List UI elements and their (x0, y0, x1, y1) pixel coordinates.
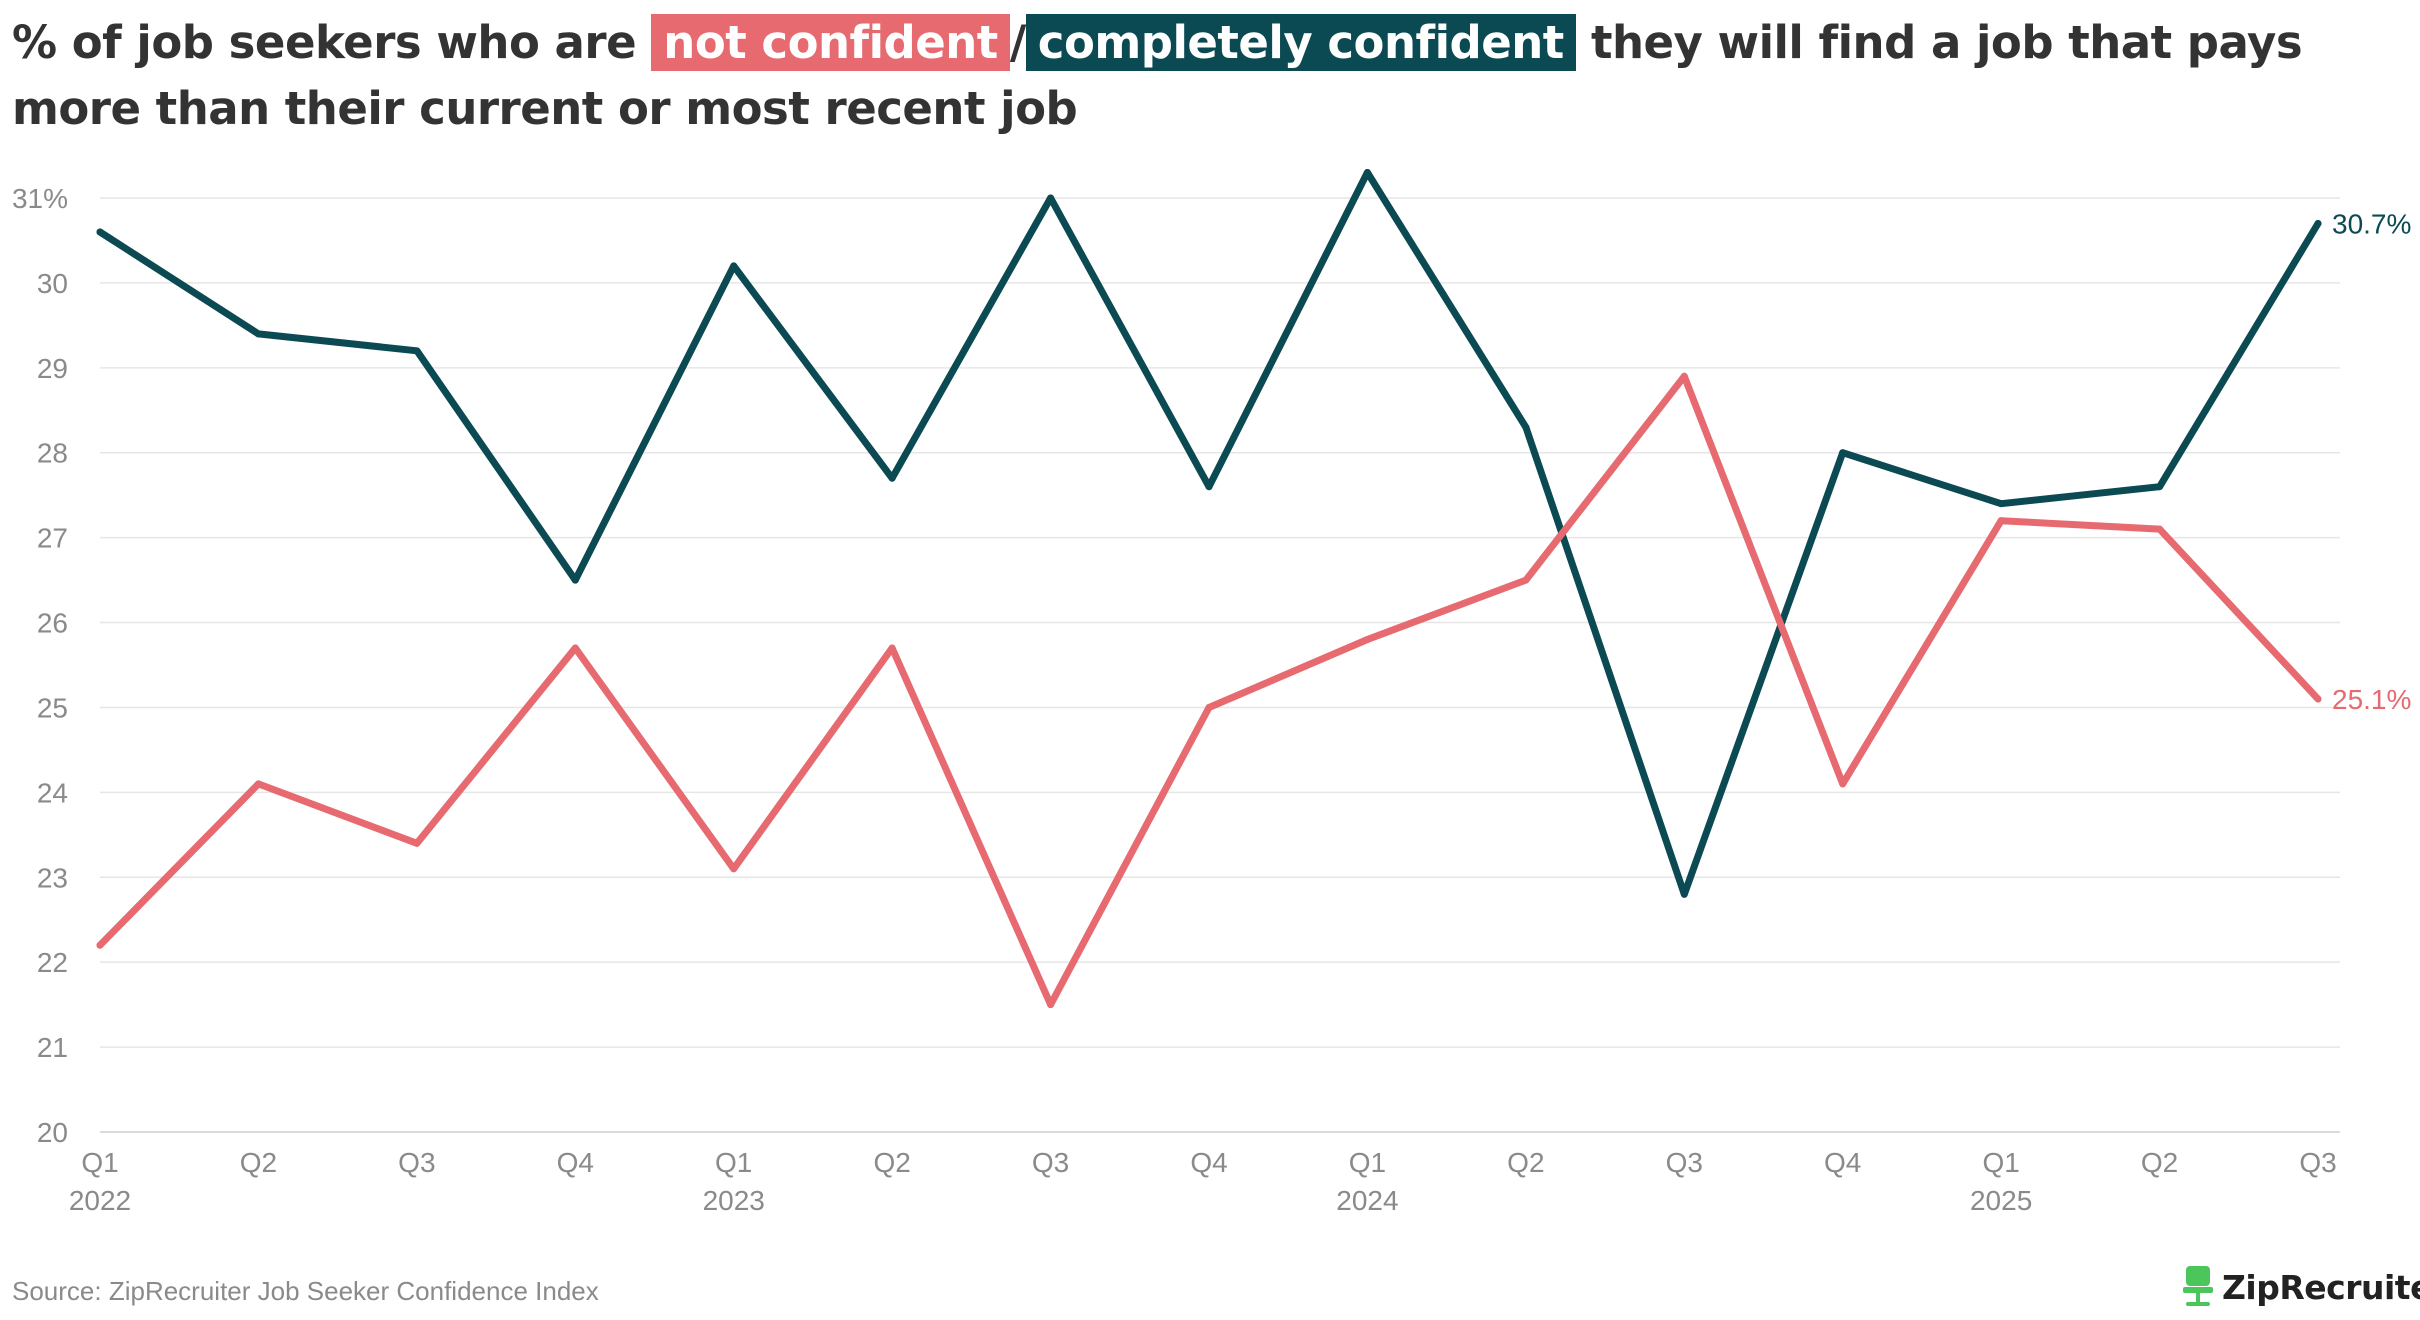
end-value-label: 25.1% (2332, 684, 2411, 715)
ziprecruiter-logo: ZipRecruiter® (2180, 1262, 2420, 1312)
x-tick-label: Q1 (715, 1147, 752, 1178)
data-point (413, 839, 421, 847)
data-point (1839, 780, 1847, 788)
data-point (1522, 423, 1530, 431)
data-point (2156, 483, 2164, 491)
data-point (1047, 194, 1055, 202)
source-note: Source: ZipRecruiter Job Seeker Confiden… (12, 1276, 599, 1306)
title-highlight-not-confident: not confident (651, 14, 1010, 71)
data-point (1205, 703, 1213, 711)
data-point (96, 228, 104, 236)
gridlines (100, 197, 2340, 1133)
data-point (1047, 1001, 1055, 1009)
data-point (730, 865, 738, 873)
data-point (1839, 449, 1847, 457)
title-separator: / (1009, 16, 1026, 69)
x-tick-label: Q1 (1982, 1147, 2019, 1178)
end-labels: 25.1% 30.7% (2332, 208, 2411, 714)
data-point (888, 474, 896, 482)
x-tick-label: Q4 (557, 1147, 594, 1178)
y-tick-label: 21 (37, 1032, 68, 1063)
logo-wordmark: ZipRecruiter (2222, 1267, 2420, 1307)
logo-text: ZipRecruiter® (2222, 1268, 2420, 1307)
title-prefix: % of job seekers who are (12, 16, 652, 69)
title-suffix: they will find a job that pays more than… (12, 16, 2303, 135)
x-year-label: 2024 (1336, 1185, 1398, 1216)
y-tick-label: 31% (12, 183, 68, 214)
y-axis-ticks: 20 21 22 23 24 25 26 27 28 29 30 31% (12, 183, 68, 1148)
data-point (1997, 517, 2005, 525)
x-tick-label: Q2 (2141, 1147, 2178, 1178)
y-tick-label: 27 (37, 523, 68, 554)
data-point (1680, 372, 1688, 380)
x-tick-label: Q4 (1824, 1147, 1861, 1178)
x-axis-ticks: Q1 2022 Q2 Q3 Q4 Q1 2023 Q2 Q3 Q4 Q1 2024 Q2 Q3 Q4 Q1 20… (69, 1147, 2337, 1216)
x-tick-label: Q3 (398, 1147, 435, 1178)
data-point (1680, 890, 1688, 898)
y-tick-label: 24 (37, 777, 68, 808)
data-point (730, 262, 738, 270)
chart-title: % of job seekers who are not confident / c… (12, 10, 2402, 142)
x-tick-label: Q1 (81, 1147, 118, 1178)
x-tick-label: Q3 (1666, 1147, 1703, 1178)
title-highlight-completely-confident: completely confident (1025, 14, 1576, 71)
y-tick-label: 22 (37, 947, 68, 978)
x-tick-label: Q3 (1032, 1147, 1069, 1178)
data-point (1997, 500, 2005, 508)
data-point (96, 941, 104, 949)
data-point (571, 644, 579, 652)
x-tick-label: Q4 (1190, 1147, 1227, 1178)
y-tick-label: 25 (37, 692, 68, 723)
data-point (571, 576, 579, 584)
x-tick-label: Q2 (240, 1147, 277, 1178)
chair-icon (2183, 1266, 2213, 1306)
y-tick-label: 30 (37, 268, 68, 299)
data-point (2156, 525, 2164, 533)
x-tick-label: Q2 (1507, 1147, 1544, 1178)
data-point (1363, 169, 1371, 177)
y-tick-label: 20 (37, 1117, 68, 1148)
x-year-label: 2022 (69, 1185, 131, 1216)
data-point (254, 330, 262, 338)
data-point (413, 347, 421, 355)
x-tick-label: Q1 (1349, 1147, 1386, 1178)
data-point (254, 780, 262, 788)
data-point (1205, 483, 1213, 491)
data-point (1522, 576, 1530, 584)
x-year-label: 2025 (1970, 1185, 2032, 1216)
x-tick-label: Q3 (2299, 1147, 2336, 1178)
data-point (888, 644, 896, 652)
x-tick-label: Q2 (873, 1147, 910, 1178)
end-value-label: 30.7% (2332, 208, 2411, 239)
y-tick-label: 23 (37, 862, 68, 893)
series-lines (96, 169, 2322, 1009)
x-year-label: 2023 (703, 1185, 765, 1216)
y-tick-label: 29 (37, 353, 68, 384)
series-line-completely-confident (96, 169, 2322, 898)
data-point (2314, 219, 2322, 227)
y-tick-label: 28 (37, 438, 68, 469)
series-line-not-confident (96, 372, 2322, 1009)
data-point (2314, 695, 2322, 703)
data-point (1363, 636, 1371, 644)
y-tick-label: 26 (37, 608, 68, 639)
